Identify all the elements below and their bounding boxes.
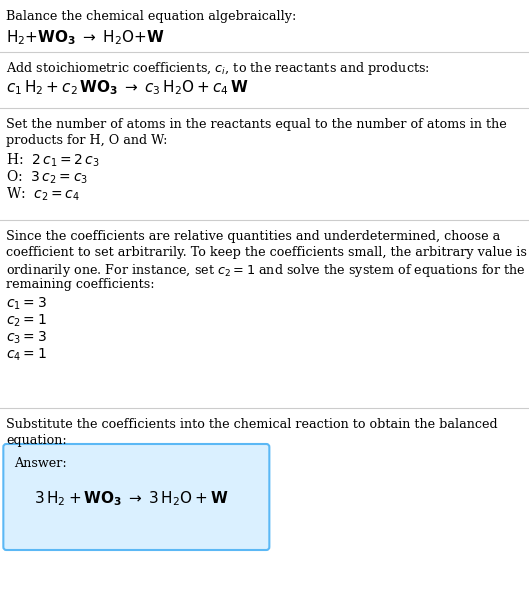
- Text: ordinarily one. For instance, set $c_2 = 1$ and solve the system of equations fo: ordinarily one. For instance, set $c_2 =…: [6, 262, 526, 279]
- Text: $c_3 = 3$: $c_3 = 3$: [6, 330, 47, 347]
- Text: W:  $c_2 = c_4$: W: $c_2 = c_4$: [6, 186, 80, 203]
- Text: products for H, O and W:: products for H, O and W:: [6, 134, 168, 147]
- Text: Add stoichiometric coefficients, $c_i$, to the reactants and products:: Add stoichiometric coefficients, $c_i$, …: [6, 60, 430, 77]
- Text: coefficient to set arbitrarily. To keep the coefficients small, the arbitrary va: coefficient to set arbitrarily. To keep …: [6, 246, 527, 259]
- Text: Set the number of atoms in the reactants equal to the number of atoms in the: Set the number of atoms in the reactants…: [6, 118, 507, 131]
- Text: remaining coefficients:: remaining coefficients:: [6, 278, 155, 291]
- Text: O:  $3\,c_2 = c_3$: O: $3\,c_2 = c_3$: [6, 169, 88, 186]
- Text: $c_1\,\mathdefault{H_2} + c_2\,\mathbf{WO_3} \; \rightarrow \; c_3\,\mathdefault: $c_1\,\mathdefault{H_2} + c_2\,\mathbf{W…: [6, 78, 249, 97]
- Text: $\mathdefault{H_2}$$ + $$\mathbf{WO_3}$$\;  \rightarrow \; $$\mathdefault{H_2O}$: $\mathdefault{H_2}$$ + $$\mathbf{WO_3}$$…: [6, 28, 165, 47]
- FancyBboxPatch shape: [3, 444, 269, 550]
- Text: $c_4 = 1$: $c_4 = 1$: [6, 347, 47, 364]
- Text: H:  $2\,c_1 = 2\,c_3$: H: $2\,c_1 = 2\,c_3$: [6, 152, 101, 169]
- Text: $c_1 = 3$: $c_1 = 3$: [6, 296, 47, 313]
- Text: $3\,\mathdefault{H_2} + \mathbf{WO_3} \; \rightarrow \; 3\,\mathdefault{H_2O} + : $3\,\mathdefault{H_2} + \mathbf{WO_3} \;…: [34, 490, 229, 508]
- Text: Since the coefficients are relative quantities and underdetermined, choose a: Since the coefficients are relative quan…: [6, 230, 500, 243]
- Text: $c_2 = 1$: $c_2 = 1$: [6, 313, 47, 330]
- Text: Answer:: Answer:: [14, 457, 67, 470]
- Text: Balance the chemical equation algebraically:: Balance the chemical equation algebraica…: [6, 10, 297, 23]
- Text: Substitute the coefficients into the chemical reaction to obtain the balanced: Substitute the coefficients into the che…: [6, 418, 498, 431]
- Text: equation:: equation:: [6, 434, 67, 447]
